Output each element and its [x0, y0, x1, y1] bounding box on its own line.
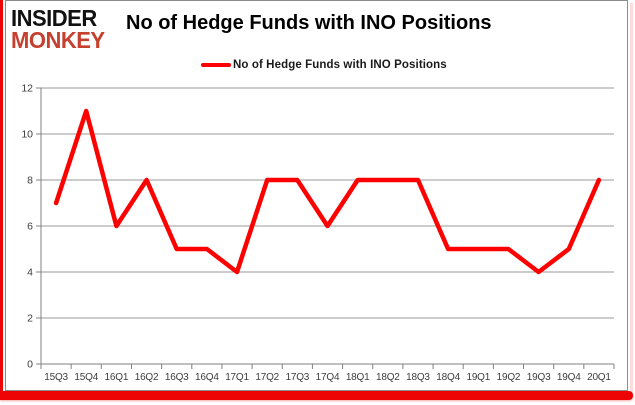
series-line-ino-positions: [53, 108, 602, 275]
line-chart-plot: 0 2 4 6 8 10 12 15Q3 15Q4 16Q1 16Q2 16Q3 16Q4 17Q1 17Q…: [21, 83, 615, 383]
x-axis-label: 19Q1: [466, 372, 490, 383]
x-axis-label: 20Q1: [587, 372, 611, 383]
x-axis-label: 16Q2: [135, 372, 159, 383]
y-axis-label: 6: [27, 221, 33, 233]
x-axis-label: 17Q4: [316, 372, 340, 383]
y-axis-label: 4: [27, 267, 33, 279]
legend: No of Hedge Funds with INO Positions: [201, 58, 447, 72]
legend-line-marker-icon: [201, 63, 231, 67]
y-axis-label: 8: [27, 175, 33, 187]
x-axis-label: 19Q2: [497, 372, 521, 383]
x-axis-label: 15Q4: [74, 372, 98, 383]
logo-text-insider: INSIDER: [11, 4, 97, 32]
y-axis-label: 10: [21, 129, 33, 141]
x-axis-label: 16Q3: [165, 372, 189, 383]
logo-text-monkey: MONKEY: [11, 26, 105, 54]
y-axis-label: 2: [27, 313, 33, 325]
x-axis-label: 18Q3: [406, 372, 430, 383]
x-axis-label: 17Q2: [255, 372, 279, 383]
chart-container: INSIDER MONKEY No of Hedge Funds with IN…: [5, 0, 628, 391]
right-red-accent-glow: [630, 3, 633, 391]
x-axis-label: 18Q4: [436, 372, 460, 383]
left-red-accent-bar: [0, 0, 3, 399]
x-axis-label: 17Q1: [225, 372, 249, 383]
x-axis-label: 19Q4: [557, 372, 581, 383]
x-axis-label: 17Q3: [286, 372, 310, 383]
x-axis-label: 16Q1: [105, 372, 129, 383]
x-axis-label: 15Q3: [44, 372, 68, 383]
x-axis-label: 19Q3: [527, 372, 551, 383]
insider-monkey-logo: INSIDER MONKEY: [11, 4, 105, 54]
x-axis-label: 16Q4: [195, 372, 219, 383]
legend-label: No of Hedge Funds with INO Positions: [233, 59, 447, 71]
bottom-red-accent-bar: [0, 391, 633, 400]
chart-title: No of Hedge Funds with INO Positions: [126, 12, 492, 34]
y-axis-label: 0: [27, 359, 33, 371]
x-axis-label: 18Q1: [346, 372, 370, 383]
y-axis-label: 12: [21, 83, 33, 95]
x-axis-label: 18Q2: [376, 372, 400, 383]
